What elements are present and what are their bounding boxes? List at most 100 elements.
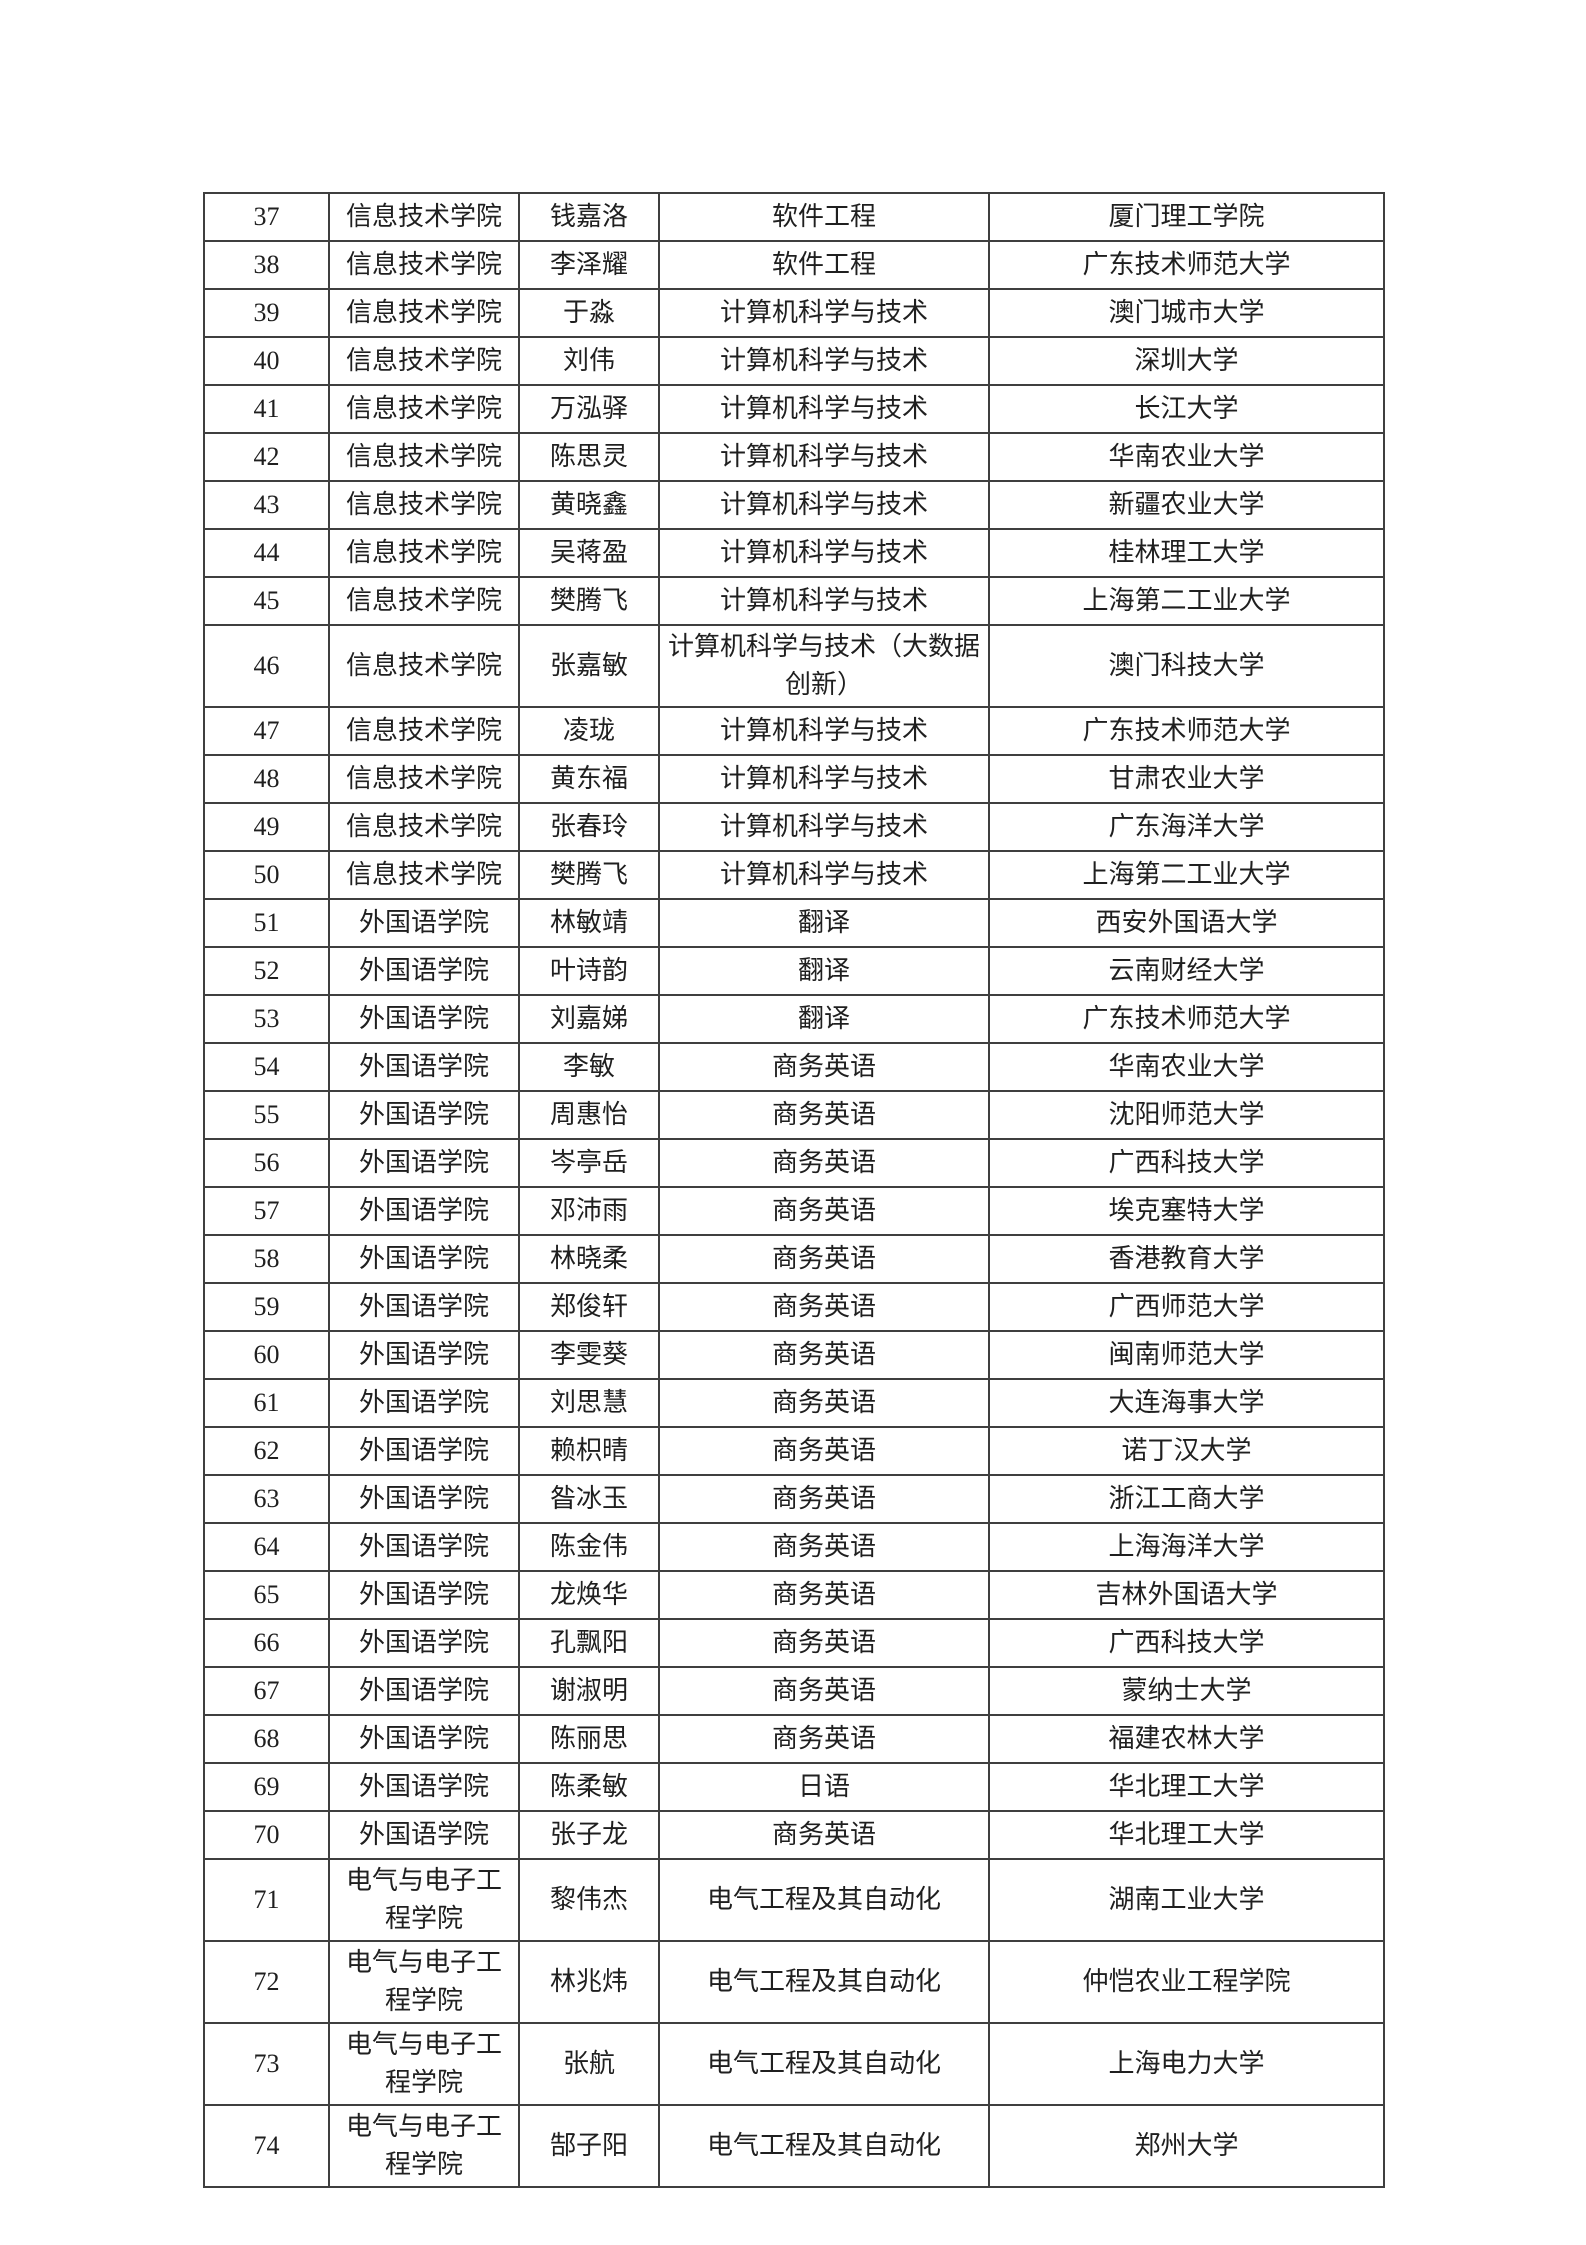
row-number-cell: 69: [203, 1762, 330, 1812]
student-name-cell: 刘思慧: [518, 1378, 660, 1428]
college-cell: 外国语学院: [328, 1810, 520, 1860]
major-cell: 商务英语: [658, 1810, 990, 1860]
major-cell: 计算机科学与技术: [658, 480, 990, 530]
table-row: 38 信息技术学院 李泽耀 软件工程 广东技术师范大学: [203, 240, 1385, 290]
row-number-cell: 71: [203, 1858, 330, 1942]
student-name-cell: 叶诗韵: [518, 946, 660, 996]
student-name-cell: 陈思灵: [518, 432, 660, 482]
student-name-cell: 陈丽思: [518, 1714, 660, 1764]
major-cell: 翻译: [658, 946, 990, 996]
major-cell: 翻译: [658, 898, 990, 948]
row-number-cell: 40: [203, 336, 330, 386]
table-row: 73 电气与电子工程学院 张航 电气工程及其自动化 上海电力大学: [203, 2022, 1385, 2106]
student-name-cell: 李泽耀: [518, 240, 660, 290]
major-cell: 软件工程: [658, 192, 990, 242]
row-number-cell: 63: [203, 1474, 330, 1524]
student-name-cell: 李敏: [518, 1042, 660, 1092]
student-name-cell: 黄晓鑫: [518, 480, 660, 530]
university-cell: 甘肃农业大学: [988, 754, 1385, 804]
student-name-cell: 张春玲: [518, 802, 660, 852]
university-cell: 闽南师范大学: [988, 1330, 1385, 1380]
college-cell: 信息技术学院: [328, 288, 520, 338]
major-cell: 商务英语: [658, 1186, 990, 1236]
college-cell: 外国语学院: [328, 1666, 520, 1716]
row-number-cell: 50: [203, 850, 330, 900]
row-number-cell: 38: [203, 240, 330, 290]
student-name-cell: 昝冰玉: [518, 1474, 660, 1524]
table-row: 61 外国语学院 刘思慧 商务英语 大连海事大学: [203, 1378, 1385, 1428]
major-cell: 商务英语: [658, 1138, 990, 1188]
major-cell: 计算机科学与技术: [658, 802, 990, 852]
university-cell: 广东技术师范大学: [988, 240, 1385, 290]
student-name-cell: 赖枳晴: [518, 1426, 660, 1476]
row-number-cell: 61: [203, 1378, 330, 1428]
row-number-cell: 53: [203, 994, 330, 1044]
college-cell: 外国语学院: [328, 1042, 520, 1092]
major-cell: 软件工程: [658, 240, 990, 290]
university-cell: 香港教育大学: [988, 1234, 1385, 1284]
table-row: 66 外国语学院 孔飘阳 商务英语 广西科技大学: [203, 1618, 1385, 1668]
table-row: 41 信息技术学院 万泓驿 计算机科学与技术 长江大学: [203, 384, 1385, 434]
row-number-cell: 57: [203, 1186, 330, 1236]
college-cell: 外国语学院: [328, 1330, 520, 1380]
college-cell: 信息技术学院: [328, 754, 520, 804]
row-number-cell: 52: [203, 946, 330, 996]
major-cell: 电气工程及其自动化: [658, 1940, 990, 2024]
student-name-cell: 龙焕华: [518, 1570, 660, 1620]
table-row: 46 信息技术学院 张嘉敏 计算机科学与技术（大数据创新） 澳门科技大学: [203, 624, 1385, 708]
university-cell: 上海第二工业大学: [988, 576, 1385, 626]
major-cell: 商务英语: [658, 1042, 990, 1092]
row-number-cell: 45: [203, 576, 330, 626]
student-name-cell: 林兆炜: [518, 1940, 660, 2024]
student-name-cell: 林敏靖: [518, 898, 660, 948]
major-cell: 商务英语: [658, 1666, 990, 1716]
table-row: 74 电气与电子工程学院 郜子阳 电气工程及其自动化 郑州大学: [203, 2104, 1385, 2188]
student-name-cell: 孔飘阳: [518, 1618, 660, 1668]
student-name-cell: 吴蒋盈: [518, 528, 660, 578]
university-cell: 上海电力大学: [988, 2022, 1385, 2106]
university-cell: 广东技术师范大学: [988, 706, 1385, 756]
table-row: 62 外国语学院 赖枳晴 商务英语 诺丁汉大学: [203, 1426, 1385, 1476]
college-cell: 电气与电子工程学院: [328, 2022, 520, 2106]
college-cell: 外国语学院: [328, 946, 520, 996]
university-cell: 华南农业大学: [988, 432, 1385, 482]
university-cell: 诺丁汉大学: [988, 1426, 1385, 1476]
college-cell: 外国语学院: [328, 1138, 520, 1188]
student-name-cell: 于淼: [518, 288, 660, 338]
table-row: 51 外国语学院 林敏靖 翻译 西安外国语大学: [203, 898, 1385, 948]
table-row: 50 信息技术学院 樊腾飞 计算机科学与技术 上海第二工业大学: [203, 850, 1385, 900]
row-number-cell: 48: [203, 754, 330, 804]
university-cell: 西安外国语大学: [988, 898, 1385, 948]
student-name-cell: 周惠怡: [518, 1090, 660, 1140]
row-number-cell: 46: [203, 624, 330, 708]
student-name-cell: 黄东福: [518, 754, 660, 804]
university-cell: 澳门城市大学: [988, 288, 1385, 338]
university-cell: 福建农林大学: [988, 1714, 1385, 1764]
table-row: 48 信息技术学院 黄东福 计算机科学与技术 甘肃农业大学: [203, 754, 1385, 804]
table-row: 45 信息技术学院 樊腾飞 计算机科学与技术 上海第二工业大学: [203, 576, 1385, 626]
college-cell: 电气与电子工程学院: [328, 1858, 520, 1942]
table-row: 59 外国语学院 郑俊轩 商务英语 广西师范大学: [203, 1282, 1385, 1332]
university-cell: 上海第二工业大学: [988, 850, 1385, 900]
college-cell: 外国语学院: [328, 1570, 520, 1620]
table-row: 44 信息技术学院 吴蒋盈 计算机科学与技术 桂林理工大学: [203, 528, 1385, 578]
student-name-cell: 陈金伟: [518, 1522, 660, 1572]
row-number-cell: 73: [203, 2022, 330, 2106]
row-number-cell: 47: [203, 706, 330, 756]
student-name-cell: 谢淑明: [518, 1666, 660, 1716]
university-cell: 仲恺农业工程学院: [988, 1940, 1385, 2024]
student-name-cell: 张嘉敏: [518, 624, 660, 708]
row-number-cell: 55: [203, 1090, 330, 1140]
college-cell: 信息技术学院: [328, 802, 520, 852]
college-cell: 外国语学院: [328, 1378, 520, 1428]
row-number-cell: 54: [203, 1042, 330, 1092]
major-cell: 商务英语: [658, 1234, 990, 1284]
major-cell: 计算机科学与技术: [658, 850, 990, 900]
major-cell: 商务英语: [658, 1474, 990, 1524]
university-cell: 郑州大学: [988, 2104, 1385, 2188]
major-cell: 计算机科学与技术: [658, 432, 990, 482]
college-cell: 外国语学院: [328, 1282, 520, 1332]
college-cell: 信息技术学院: [328, 528, 520, 578]
row-number-cell: 60: [203, 1330, 330, 1380]
major-cell: 商务英语: [658, 1522, 990, 1572]
